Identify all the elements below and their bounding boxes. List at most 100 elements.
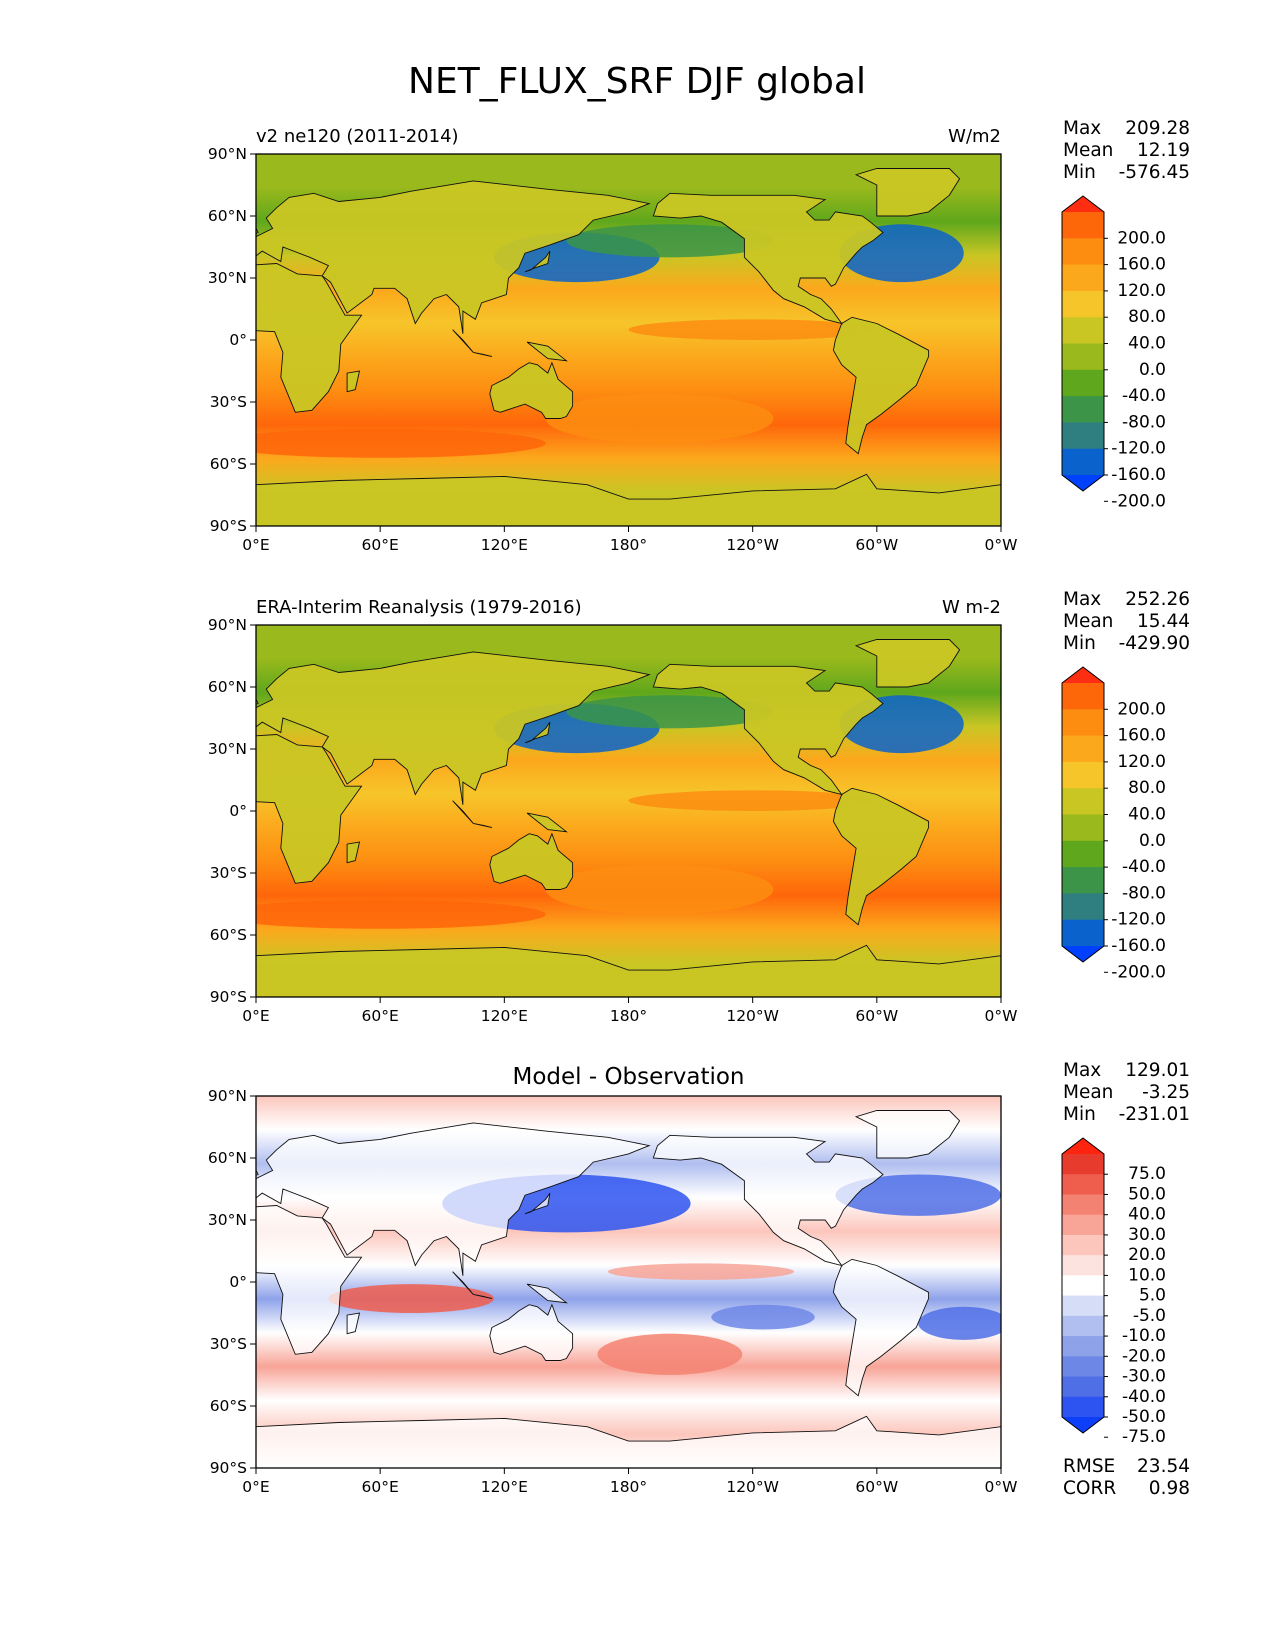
field-feature xyxy=(918,1306,1001,1340)
x-tick-label: 60°W xyxy=(855,536,898,554)
colorbar-tick-label: -200.0 xyxy=(1111,962,1166,982)
x-tick-label: 60°E xyxy=(362,1007,399,1025)
field-feature xyxy=(607,1263,795,1280)
stat-value: 209.28 xyxy=(1125,118,1190,139)
colorbar-extend-max xyxy=(1062,667,1104,683)
stat-label: Min xyxy=(1063,162,1096,183)
y-tick-label: 90°S xyxy=(210,1459,247,1477)
continent-outlines xyxy=(256,168,1001,526)
x-tick-label: 60°W xyxy=(855,1007,898,1025)
y-tick-label: 60°S xyxy=(210,1397,247,1415)
x-tick-label: 180° xyxy=(610,1007,647,1025)
x-tick-label: 0°E xyxy=(242,536,269,554)
x-tick-label: 0°W xyxy=(985,1007,1018,1025)
x-tick-label: 120°W xyxy=(726,1007,779,1025)
colorbar-segment xyxy=(1062,814,1104,842)
map-field xyxy=(256,154,1001,526)
colorbar-segment xyxy=(1062,1174,1104,1195)
colorbar-segment xyxy=(1062,1376,1104,1398)
colorbar-tick-label: 120.0 xyxy=(1117,281,1166,301)
colorbar-segment xyxy=(1062,317,1104,344)
stat-label: Max xyxy=(1063,118,1101,139)
colorbar-tick-label: 40.0 xyxy=(1128,805,1166,825)
colorbar-segment xyxy=(1062,709,1104,737)
colorbar-tick-label: 0.0 xyxy=(1139,360,1166,380)
x-tick-label: 120°E xyxy=(481,1007,528,1025)
colorbar-segment xyxy=(1062,264,1104,292)
colorbar-tick-label: 0.0 xyxy=(1139,831,1166,851)
stat-label: Min xyxy=(1063,1104,1096,1125)
field-feature xyxy=(545,393,774,444)
panel-3: Model - Observation 0°E 60°E 120°E 180° 120°W… xyxy=(208,1060,1190,1499)
colorbar-segment xyxy=(1062,343,1104,371)
colorbar-tick-label: -160.0 xyxy=(1111,936,1166,956)
y-tick-label: 30°S xyxy=(210,1335,247,1353)
colorbar-extend-max xyxy=(1062,1138,1104,1154)
x-tick-label: 60°W xyxy=(855,1478,898,1496)
colorbar-tick-label: 80.0 xyxy=(1128,778,1166,798)
colorbar-segment xyxy=(1062,1214,1104,1236)
y-tick-label: 30°N xyxy=(208,269,247,287)
colorbar-segment xyxy=(1062,1356,1104,1378)
colorbar-segment xyxy=(1062,448,1104,476)
colorbar-segment xyxy=(1062,1255,1104,1276)
x-tick-label: 120°W xyxy=(726,536,779,554)
y-tick-label: 0° xyxy=(229,802,247,820)
field-feature xyxy=(566,224,774,258)
x-tick-label: 60°E xyxy=(362,1478,399,1496)
stat-value: -231.01 xyxy=(1119,1104,1190,1125)
y-tick-label: 30°N xyxy=(208,1211,247,1229)
stat-value: -429.90 xyxy=(1119,633,1190,654)
x-tick-label: 0°W xyxy=(985,1478,1018,1496)
stat-label: Mean xyxy=(1063,1082,1113,1103)
continent-outlines xyxy=(256,1110,1001,1468)
colorbar-tick-label: -75.0 xyxy=(1122,1427,1166,1447)
y-tick-label: 60°N xyxy=(208,678,247,696)
footer-stat-value: 23.54 xyxy=(1137,1456,1190,1477)
panel-units: W m-2 xyxy=(942,597,1001,618)
x-tick-label: 120°E xyxy=(481,1478,528,1496)
footer-stat-value: 0.98 xyxy=(1149,1478,1190,1499)
field-feature xyxy=(328,1284,494,1313)
y-tick-label: 90°N xyxy=(208,616,247,634)
panel-units: W/m2 xyxy=(948,126,1001,147)
stat-value: 252.26 xyxy=(1125,589,1190,610)
map-field xyxy=(256,1096,1001,1468)
colorbar-tick-label: -30.0 xyxy=(1122,1367,1166,1387)
figure-title: NET_FLUX_SRF DJF global xyxy=(408,61,866,102)
colorbar-segment xyxy=(1062,238,1104,266)
colorbar-segment xyxy=(1062,1396,1104,1418)
x-tick-label: 180° xyxy=(610,536,647,554)
colorbar-segment xyxy=(1062,893,1104,921)
stat-label: Min xyxy=(1063,633,1096,654)
colorbar-tick-label: 75.0 xyxy=(1128,1164,1166,1184)
colorbar-tick-label: -40.0 xyxy=(1122,1387,1166,1407)
colorbar-tick-label: 160.0 xyxy=(1117,726,1166,746)
colorbar-segment xyxy=(1062,1234,1104,1256)
map-field xyxy=(256,625,1001,997)
x-tick-label: 120°E xyxy=(481,536,528,554)
colorbar-segment xyxy=(1062,396,1104,423)
colorbar-tick-label: 80.0 xyxy=(1128,307,1166,327)
colorbar-segment xyxy=(1062,1336,1104,1357)
colorbar-tick-label: -120.0 xyxy=(1111,910,1166,930)
colorbar-tick-label: 20.0 xyxy=(1128,1245,1166,1265)
colorbar-extend-min xyxy=(1062,946,1104,962)
y-tick-label: 30°N xyxy=(208,740,247,758)
field-feature xyxy=(545,864,774,915)
x-tick-label: 60°E xyxy=(362,536,399,554)
colorbar-tick-label: -40.0 xyxy=(1122,857,1166,877)
panel-label: v2 ne120 (2011-2014) xyxy=(256,126,459,147)
colorbar-segment xyxy=(1062,683,1104,710)
y-tick-label: 30°S xyxy=(210,864,247,882)
y-tick-label: 90°N xyxy=(208,1087,247,1105)
colorbar-tick-label: -5.0 xyxy=(1133,1306,1166,1326)
colorbar-extend-min xyxy=(1062,1417,1104,1433)
stat-value: 12.19 xyxy=(1137,140,1190,161)
colorbar-segment xyxy=(1062,1275,1104,1297)
stat-value: -576.45 xyxy=(1119,162,1190,183)
colorbar-tick-label: -50.0 xyxy=(1122,1407,1166,1427)
colorbar-segment xyxy=(1062,290,1104,318)
footer-stat-label: RMSE xyxy=(1063,1456,1115,1477)
colorbar-tick-label: -160.0 xyxy=(1111,465,1166,485)
